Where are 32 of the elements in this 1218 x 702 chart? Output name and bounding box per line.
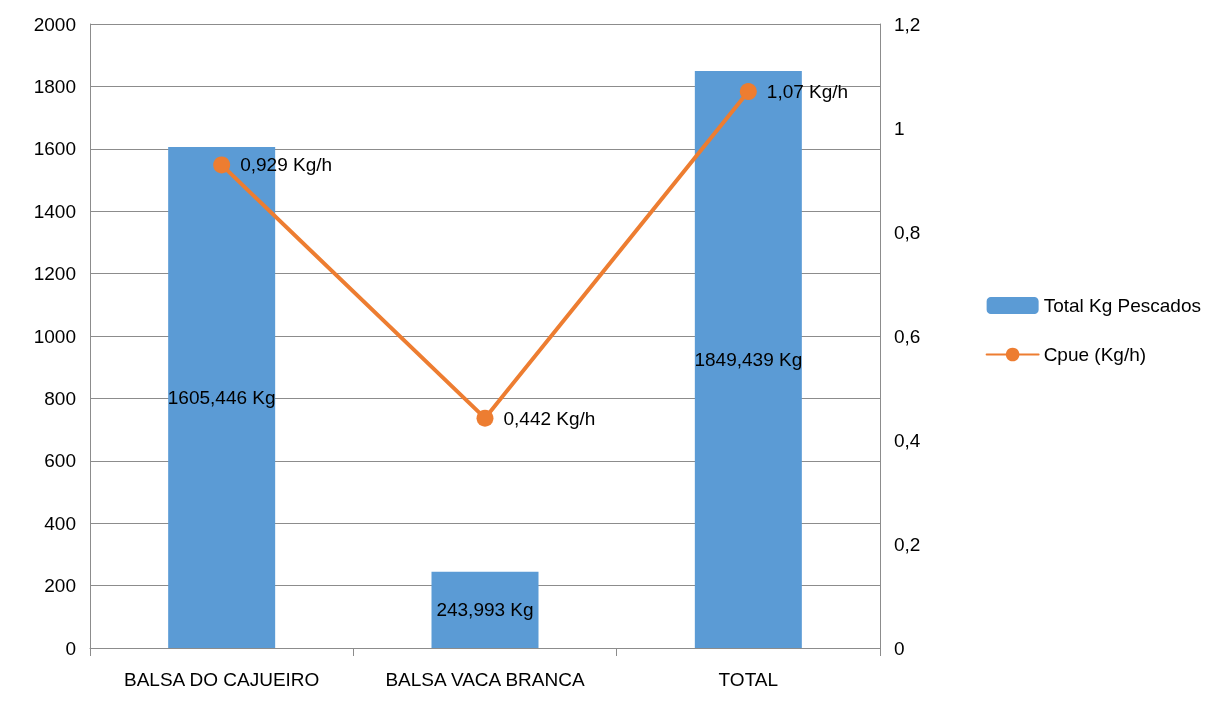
x-tick-label: BALSA VACA BRANCA xyxy=(385,669,585,690)
y2-tick-label: 0,6 xyxy=(894,325,921,347)
data-label: 243,993 Kg xyxy=(436,599,534,621)
x-tick-label: TOTAL xyxy=(718,669,779,690)
y-tick-label: 1400 xyxy=(33,200,76,222)
data-label: 0,442 Kg/h xyxy=(503,407,596,429)
y-tick-label: 1600 xyxy=(33,138,76,160)
y-tick-label: 800 xyxy=(44,387,76,409)
data-label: 1849,439 Kg xyxy=(694,348,803,370)
y2-tick-label: 0 xyxy=(894,637,905,659)
y-tick-label: 1200 xyxy=(33,263,76,285)
y2-tick-label: 0,8 xyxy=(894,221,921,243)
y-tick-label: 0 xyxy=(65,637,76,659)
legend-label: Total Kg Pescados xyxy=(1043,295,1201,316)
y2-tick-label: 1 xyxy=(894,117,905,139)
bar xyxy=(431,571,539,648)
y-tick-label: 400 xyxy=(44,512,76,534)
point xyxy=(213,156,231,174)
data-label: 1605,446 Kg xyxy=(167,387,276,409)
point xyxy=(739,83,757,101)
y2-tick-label: 0,2 xyxy=(894,533,921,555)
y-tick-label: 1800 xyxy=(33,75,76,97)
legend-label: Cpue (Kg/h) xyxy=(1043,344,1147,365)
y2-tick-label: 0,4 xyxy=(894,429,921,451)
y2-tick-label: 1,2 xyxy=(894,13,921,35)
x-tick-label: BALSA DO CAJUEIRO xyxy=(123,669,320,690)
y-tick-label: 1000 xyxy=(33,325,76,347)
y-tick-label: 200 xyxy=(44,575,76,597)
point xyxy=(476,409,494,427)
y-tick-label: 600 xyxy=(44,450,76,472)
bar xyxy=(694,70,802,648)
y-tick-label: 2000 xyxy=(33,13,76,35)
